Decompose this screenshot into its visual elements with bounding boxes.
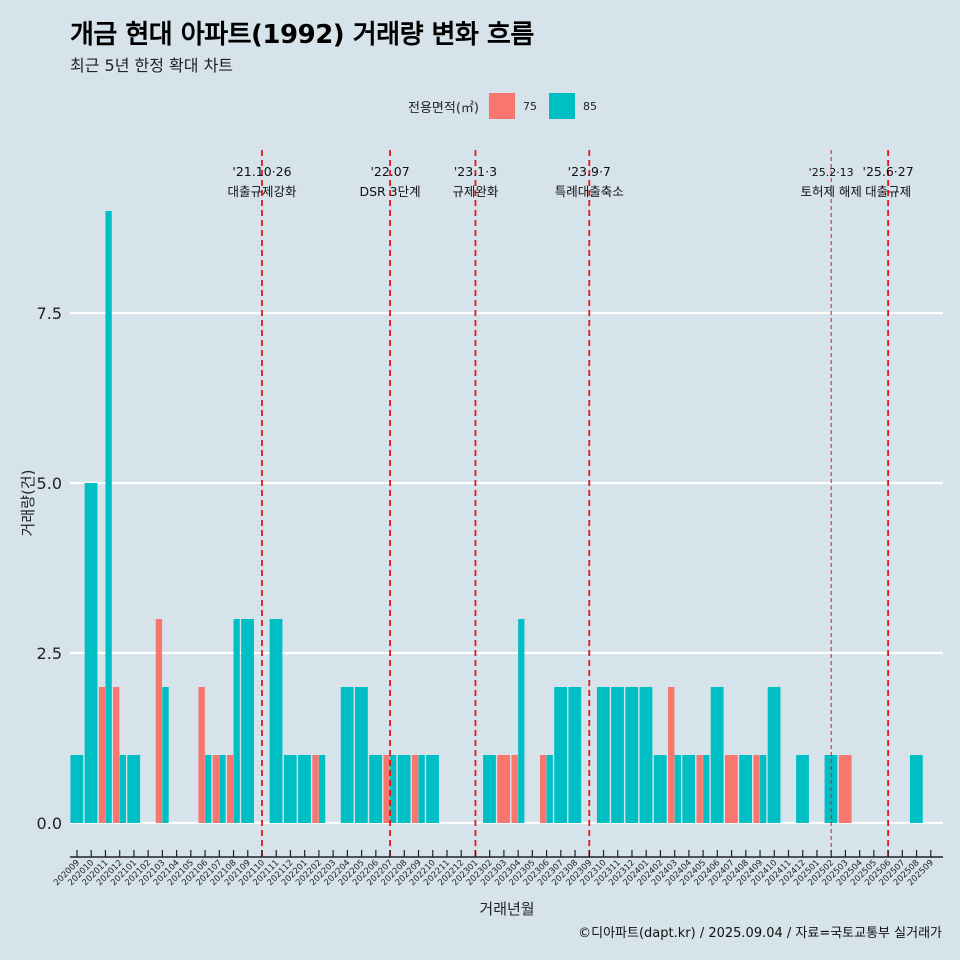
bar-85-202412 xyxy=(796,755,809,823)
bar-85-202207 xyxy=(390,755,397,823)
bar-85-202210 xyxy=(426,755,439,823)
bar-75-202103 xyxy=(155,619,163,823)
bar-85-202402 xyxy=(653,755,667,823)
bar-85-202508 xyxy=(909,755,923,823)
event-date-label: '22.07 xyxy=(370,164,409,179)
bar-85-202011 xyxy=(105,211,112,823)
event-date-label: '21.10·26 xyxy=(232,164,291,179)
event-text-label: 대출규제강화 xyxy=(227,184,297,199)
bar-85-202103 xyxy=(162,687,169,823)
bar-85-202408 xyxy=(739,755,753,823)
bar-75-202106 xyxy=(198,687,205,823)
bar-85-202206 xyxy=(369,755,383,823)
bar-85-202201 xyxy=(298,755,311,823)
bar-75-202403 xyxy=(668,687,675,823)
legend-label-75: 75 xyxy=(522,99,537,113)
event-date-label: '23.1·3 xyxy=(454,164,497,179)
event-text-label: DSR 3단계 xyxy=(359,184,420,199)
chart-subtitle: 최근 5년 한정 확대 차트 xyxy=(70,56,234,75)
bar-85-202109 xyxy=(241,619,254,823)
bar-75-202409 xyxy=(753,755,760,823)
bar-85-202312 xyxy=(625,687,639,823)
legend-swatch-85 xyxy=(548,93,575,119)
bar-85-202202 xyxy=(318,755,326,823)
bar-85-202107 xyxy=(219,755,226,823)
bar-75-202108 xyxy=(226,755,234,823)
bar-75-202405 xyxy=(696,755,703,823)
bar-85-202405 xyxy=(703,755,710,823)
bar-85-202306 xyxy=(546,755,553,823)
bar-75-202209 xyxy=(411,755,419,823)
event-date-label: '23.9·7 xyxy=(568,164,611,179)
bar-75-202503 xyxy=(838,755,852,823)
bar-85-202205 xyxy=(355,687,368,823)
legend-swatch-75 xyxy=(488,93,515,119)
bar-85-202307 xyxy=(554,687,568,823)
y-tick-label: 0.0 xyxy=(37,814,62,833)
bar-75-202202 xyxy=(312,755,319,823)
y-tick-label: 7.5 xyxy=(37,304,62,323)
bar-85-202401 xyxy=(639,687,653,823)
bar-85-202209 xyxy=(418,755,425,823)
bar-85-202410 xyxy=(767,687,781,823)
bar-75-202207 xyxy=(383,755,390,823)
bar-85-202403 xyxy=(674,755,681,823)
bar-75-202012 xyxy=(113,687,120,823)
bar-75-202407 xyxy=(724,755,738,823)
event-text-label: 토허제 해제 xyxy=(800,184,861,199)
bar-75-202011 xyxy=(98,687,106,823)
bar-85-202311 xyxy=(611,687,624,823)
bar-85-202009 xyxy=(70,755,84,823)
y-tick-label: 5.0 xyxy=(37,474,62,493)
legend: 전용면적(㎡) 75 85 xyxy=(408,93,605,119)
bar-75-202304 xyxy=(511,755,518,823)
event-date-label: '25.2·13 xyxy=(809,166,854,179)
bar-85-202409 xyxy=(760,755,767,823)
bar-85-202208 xyxy=(397,755,411,823)
bar-85-202204 xyxy=(340,687,354,823)
event-text-label: 특례대출축소 xyxy=(555,184,624,199)
bar-85-202308 xyxy=(568,687,582,823)
bar-85-202010 xyxy=(84,483,98,823)
x-axis-title: 거래년월 xyxy=(479,900,534,918)
chart-title: 개금 현대 아파트(1992) 거래량 변화 흐름 xyxy=(70,20,534,50)
legend-title: 전용면적(㎡) xyxy=(408,100,479,116)
bar-85-202302 xyxy=(483,755,496,823)
bars xyxy=(70,211,923,823)
bar-85-202406 xyxy=(710,687,724,823)
bar-85-202108 xyxy=(233,619,240,823)
x-axis: 2020092020102020112020122021012021022021… xyxy=(52,850,943,888)
legend-label-85: 85 xyxy=(582,99,597,113)
event-date-label: '25.6·27 xyxy=(863,164,914,179)
bar-85-202101 xyxy=(127,755,141,823)
bar-85-202304 xyxy=(518,619,525,823)
bar-75-202303 xyxy=(497,755,511,823)
event-lines: '21.10·26 대출규제강화 '22.07 DSR 3단계 '23.1·3 규제완화 '… xyxy=(227,150,914,858)
y-axis-title: 거래량(건) xyxy=(19,470,37,537)
bar-75-202107 xyxy=(212,755,219,823)
bar-85-202106 xyxy=(205,755,212,823)
event-text-label: 규제완화 xyxy=(452,184,499,199)
event-text-label: 대출규제 xyxy=(865,184,911,199)
bar-85-202111 xyxy=(269,619,283,823)
bar-75-202306 xyxy=(539,755,547,823)
source-caption: ©디아파트(dapt.kr) / 2025.09.04 / 자료=국토교통부 실… xyxy=(578,926,942,941)
bar-85-202112 xyxy=(283,755,297,823)
y-axis: 0.0 2.5 5.0 7.5 xyxy=(37,304,62,833)
bar-85-202404 xyxy=(682,755,696,823)
bar-85-202310 xyxy=(596,687,610,823)
bar-85-202012 xyxy=(119,755,126,823)
y-tick-label: 2.5 xyxy=(37,644,62,663)
